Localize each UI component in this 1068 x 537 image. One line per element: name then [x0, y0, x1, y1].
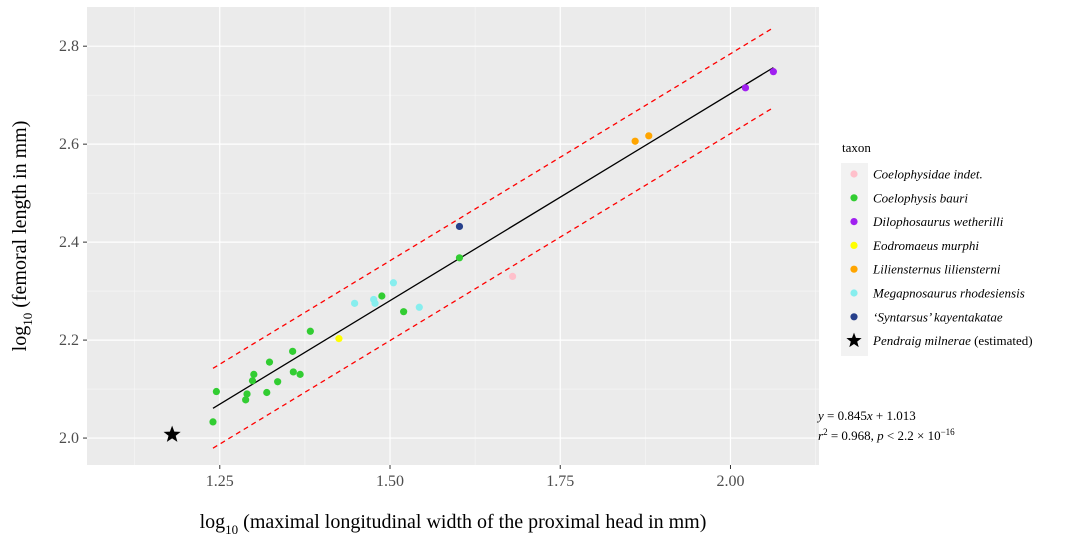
legend-entries: Coelophysidae indet. Coelophysis bauri Dil…	[846, 167, 1033, 348]
legend-key	[850, 289, 858, 297]
data-point	[209, 418, 217, 426]
data-point	[243, 390, 251, 398]
data-point	[741, 84, 750, 92]
y-axis: 2.0 2.2 2.4 2.6 2.8	[59, 38, 87, 447]
data-point	[389, 279, 398, 287]
data-point	[250, 370, 258, 378]
data-point	[415, 303, 423, 311]
data-point	[289, 347, 297, 355]
legend-title: taxon	[842, 140, 871, 155]
data-point	[306, 327, 314, 335]
legend-label: Megapnosaurus rhodesiensis	[872, 286, 1025, 301]
y-tick-label: 2.8	[59, 38, 79, 55]
data-point	[371, 299, 379, 307]
legend-label: Dilophosaurus wetherilli	[872, 214, 1004, 229]
regression-statistics: r2 = 0.968, p < 2.2 × 10−16	[818, 427, 955, 443]
legend-label: Coelophysidae indet.	[873, 167, 983, 182]
prediction-interval-line	[212, 106, 774, 449]
data-points	[163, 68, 777, 442]
prediction-interval-lines	[212, 27, 774, 449]
x-axis-title: log10 (maximal longitudinal width of the…	[200, 511, 707, 537]
data-point	[212, 387, 220, 396]
legend-key-background	[841, 163, 868, 356]
data-point	[335, 335, 343, 343]
data-point	[265, 358, 274, 366]
regression-line-group	[212, 67, 774, 409]
legend-key	[850, 313, 858, 321]
y-axis-title: log10 (femoral length in mm)	[9, 121, 35, 352]
minor-gridlines	[87, 7, 819, 465]
legend-label: Eodromaeus murphi	[872, 238, 979, 253]
legend-key-star	[846, 332, 862, 348]
data-point	[263, 388, 271, 397]
data-point	[631, 137, 639, 145]
data-point	[378, 292, 386, 300]
data-point	[289, 368, 297, 376]
data-point	[769, 68, 777, 76]
x-tick-label: 2.00	[716, 473, 744, 490]
regression-annotation: y = 0.845x + 1.013 r2 = 0.968, p < 2.2 ×…	[816, 408, 955, 443]
data-point	[508, 272, 517, 281]
y-tick-label: 2.0	[59, 430, 79, 447]
y-tick-label: 2.2	[59, 332, 79, 349]
data-point	[351, 299, 359, 307]
legend-key	[850, 170, 858, 178]
data-point	[296, 370, 304, 378]
x-axis: 1.25 1.50 1.75 2.00	[206, 465, 744, 490]
legend-label: Coelophysis bauri	[873, 190, 968, 205]
legend: taxon Coelophysidae indet. Coelophysis ba…	[841, 140, 1033, 356]
prediction-interval-line	[212, 27, 774, 369]
y-tick-label: 2.4	[59, 234, 79, 251]
legend-label: Pendraig milnerae (estimated)	[872, 333, 1033, 348]
data-point	[242, 396, 250, 404]
data-point-star	[163, 425, 181, 442]
legend-key	[850, 241, 858, 249]
legend-key	[850, 265, 858, 273]
legend-label: Liliensternus liliensterni	[872, 262, 1001, 277]
regression-line	[212, 67, 774, 409]
data-point	[455, 254, 464, 262]
major-gridlines	[87, 7, 819, 465]
y-tick-label: 2.6	[59, 136, 79, 153]
data-point	[248, 377, 257, 385]
plot-panel	[87, 7, 819, 465]
legend-key	[850, 194, 858, 202]
data-point	[274, 378, 282, 386]
data-point	[400, 308, 408, 316]
x-tick-label: 1.50	[376, 473, 404, 490]
x-tick-label: 1.25	[206, 473, 234, 490]
regression-equation: y = 0.845x + 1.013	[816, 408, 916, 423]
x-tick-label: 1.75	[546, 473, 574, 490]
data-point	[455, 222, 464, 231]
legend-label: ‘Syntarsus’ kayentakatae	[873, 309, 1003, 324]
data-point	[645, 132, 653, 140]
legend-key	[850, 218, 858, 226]
